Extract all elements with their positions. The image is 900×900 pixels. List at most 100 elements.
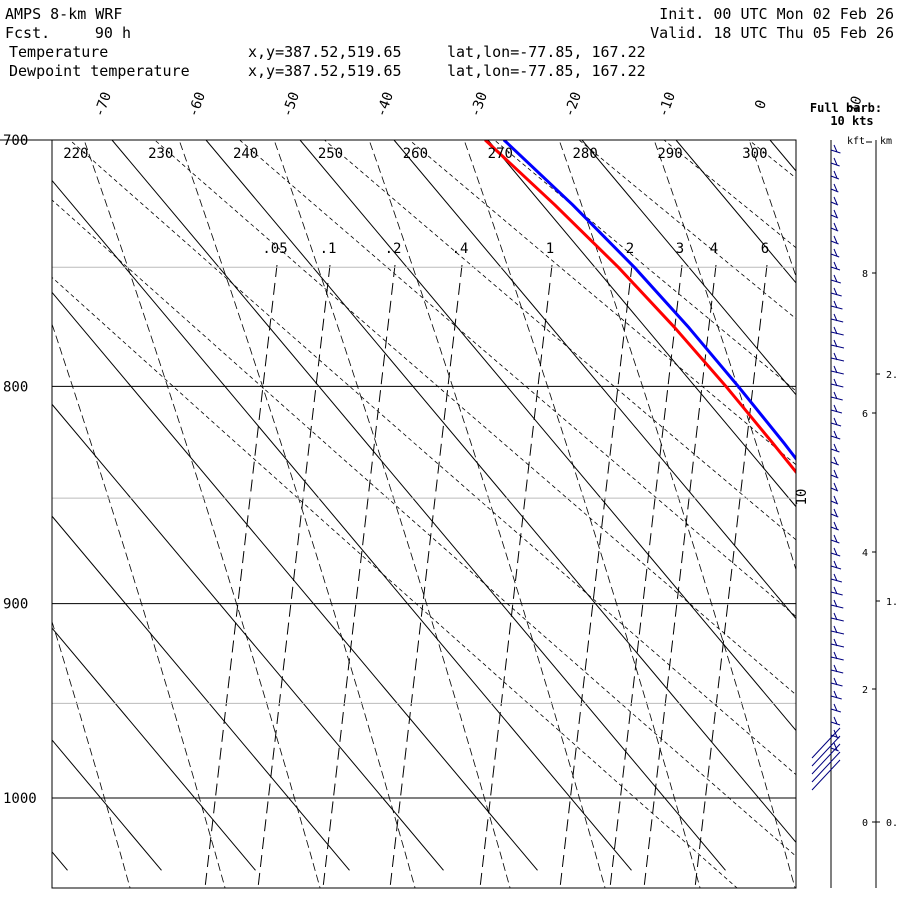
wind-barb bbox=[830, 201, 839, 206]
wind-barb-low bbox=[811, 743, 841, 775]
wind-barb-feather bbox=[833, 352, 838, 361]
dewpoint-point-800 bbox=[724, 385, 728, 388]
init-time: Init. 00 UTC Mon 02 Feb 26 bbox=[659, 5, 894, 23]
wind-barb-feather bbox=[833, 508, 838, 517]
wind-barb-feather bbox=[833, 443, 838, 452]
legend-temperature-name: Temperature bbox=[9, 43, 108, 61]
wind-barb bbox=[830, 279, 841, 284]
km-axis-label: km bbox=[880, 136, 892, 147]
wind-barb bbox=[830, 656, 844, 661]
isotherm--90 bbox=[52, 291, 538, 871]
wind-barb-feather bbox=[833, 677, 838, 686]
isotherm--70 bbox=[111, 140, 726, 871]
temperature-label--10: -10 bbox=[655, 90, 679, 119]
wind-barb bbox=[830, 552, 841, 557]
isotherm--140 bbox=[52, 851, 68, 871]
isotherm--100 bbox=[52, 403, 444, 871]
wind-barbs bbox=[811, 144, 845, 791]
temperature-point-800 bbox=[736, 385, 740, 388]
wind-barb bbox=[830, 253, 840, 258]
pressure-label-800: 800 bbox=[3, 379, 28, 395]
kft-tick-label-2: 2 bbox=[862, 685, 868, 696]
valid-time: Valid. 18 UTC Thu 05 Feb 26 bbox=[650, 24, 894, 42]
temperature-point-850 bbox=[825, 497, 827, 499]
isotherm-0 bbox=[769, 140, 796, 172]
wind-barb-feather bbox=[833, 404, 838, 413]
temperature-point-725 bbox=[571, 203, 574, 206]
legend: Temperature x,y=387.52,519.65 lat,lon=-7… bbox=[9, 43, 646, 80]
mixing-ratio-label-6: 3 bbox=[676, 241, 684, 257]
forecast-hours: 90 h bbox=[95, 24, 131, 42]
isotherm--40 bbox=[393, 140, 796, 620]
moist-adiabat-9 bbox=[653, 140, 796, 572]
forecast-label: Fcst. bbox=[5, 24, 50, 42]
km-tick-label-2: 0. bbox=[886, 818, 898, 829]
wind-barb-feather bbox=[833, 547, 838, 556]
temperature-label-10: 10 bbox=[845, 94, 866, 115]
wind-barb-feather bbox=[833, 209, 838, 218]
temperature-profile bbox=[502, 140, 796, 462]
wind-barb bbox=[830, 461, 839, 466]
wind-barb bbox=[830, 175, 840, 180]
temperature-label--40: -40 bbox=[373, 90, 397, 119]
wind-barb-low bbox=[811, 727, 841, 759]
temperature-point-750 bbox=[633, 266, 636, 269]
wind-barb bbox=[830, 708, 842, 713]
mixing-ratio-label-3: .4 bbox=[452, 241, 469, 257]
wind-barb-feather bbox=[833, 430, 838, 439]
isotherm--50 bbox=[299, 140, 796, 732]
wind-barb bbox=[830, 630, 845, 635]
dry-adiabat-280 bbox=[578, 140, 796, 320]
pressure-label-900: 900 bbox=[3, 597, 28, 613]
dry-adiabat-310 bbox=[628, 0, 900, 900]
wind-barb bbox=[830, 526, 839, 531]
mixing-ratio-label-0: .05 bbox=[262, 241, 287, 257]
wind-barb bbox=[830, 500, 839, 505]
wind-barb bbox=[830, 435, 841, 440]
moist-adiabat-11 bbox=[785, 0, 900, 900]
wind-barb bbox=[830, 565, 842, 570]
wind-barb bbox=[830, 370, 844, 375]
wind-barb-feather bbox=[833, 326, 838, 335]
wind-barb bbox=[830, 487, 839, 492]
wind-barb-feather bbox=[833, 560, 838, 569]
mixing-ratio-line-7 bbox=[643, 264, 717, 888]
theta-label-270: 270 bbox=[488, 146, 513, 162]
dry-adiabat-320 bbox=[711, 0, 900, 900]
legend-dewpoint-latlon: lat,lon=-77.85, 167.22 bbox=[447, 62, 646, 80]
temperature-label--30: -30 bbox=[467, 90, 491, 119]
wind-barb-feather bbox=[833, 261, 838, 270]
wind-barb bbox=[830, 162, 840, 167]
isobar-lines bbox=[0, 139, 796, 799]
dry-adiabat-300 bbox=[748, 140, 796, 179]
moist-adiabat-8 bbox=[558, 140, 796, 888]
dry-adiabat-200 bbox=[52, 276, 738, 888]
wind-barb-feather bbox=[833, 287, 838, 296]
legend-temperature-location: x,y=387.52,519.65 bbox=[248, 43, 402, 61]
model-title: AMPS 8-km WRF bbox=[5, 5, 122, 23]
mixing-ratio-label-8: 6 bbox=[761, 241, 769, 257]
theta-label-280: 280 bbox=[572, 146, 597, 162]
wind-barb-feather bbox=[833, 625, 838, 634]
wind-barb-feather bbox=[833, 248, 838, 257]
dewpoint-point-825 bbox=[771, 441, 774, 445]
mixing-ratio-label-7: 4 bbox=[710, 241, 718, 257]
dewpoint-point-725 bbox=[553, 203, 556, 206]
isotherm--60 bbox=[205, 140, 796, 844]
dewpoint-point-775 bbox=[673, 326, 677, 329]
wind-barb-feather bbox=[833, 586, 838, 595]
mixing-ratio-line-4 bbox=[479, 264, 553, 888]
theta-label-230: 230 bbox=[148, 146, 173, 162]
wind-barb bbox=[830, 448, 840, 453]
wind-barb bbox=[830, 357, 845, 362]
wind-barb-feather bbox=[833, 274, 838, 283]
moist-adiabat-7 bbox=[463, 140, 701, 888]
wind-barb bbox=[830, 214, 839, 219]
wind-barb bbox=[830, 266, 841, 271]
mixing-ratio-line-3 bbox=[389, 264, 463, 888]
wind-barb-low bbox=[811, 751, 841, 783]
